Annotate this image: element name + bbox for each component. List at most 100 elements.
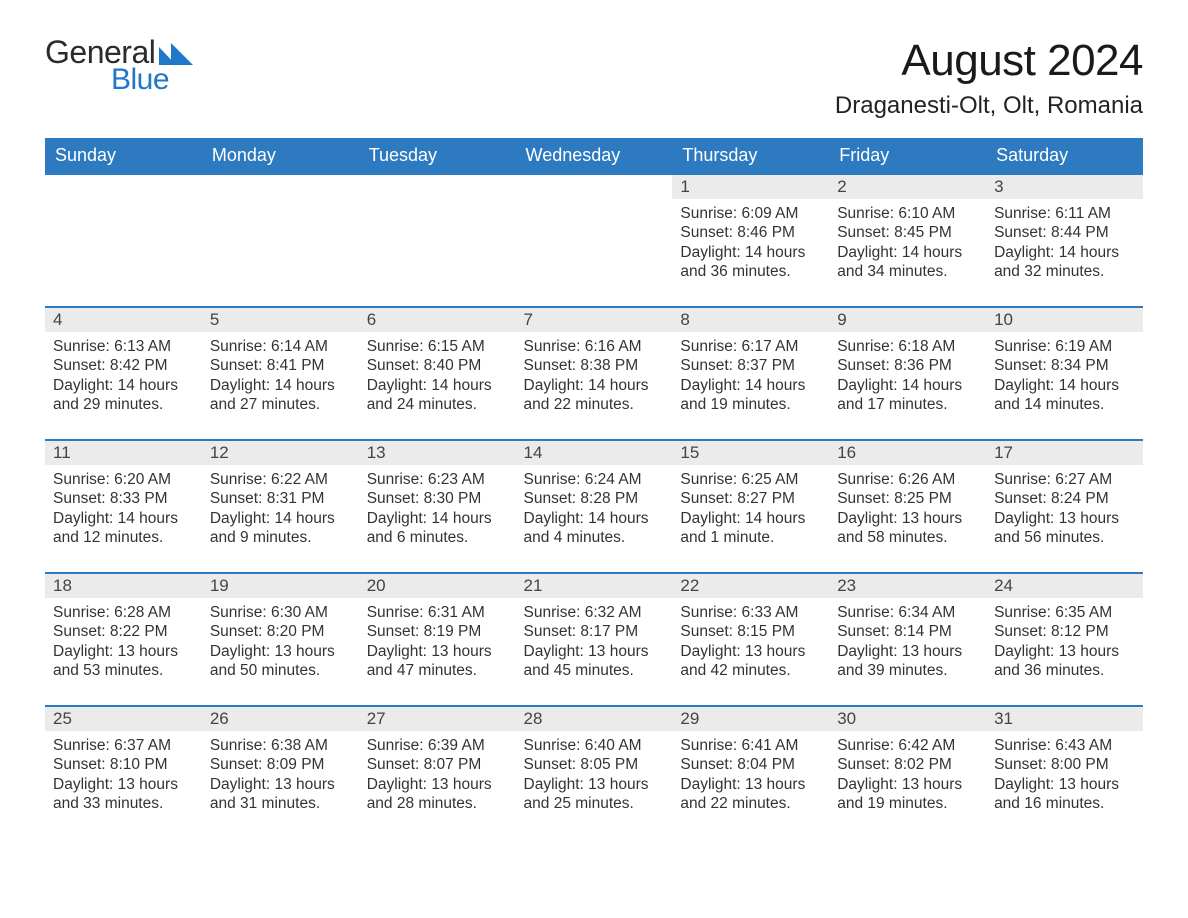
sunrise-line: Sunrise: 6:24 AM (524, 470, 665, 489)
daylight-line: Daylight: 13 hours and 53 minutes. (53, 642, 194, 681)
day-details: Sunrise: 6:38 AMSunset: 8:09 PMDaylight:… (202, 731, 359, 839)
sunset-prefix: Sunset: (680, 490, 737, 507)
day-details: Sunrise: 6:28 AMSunset: 8:22 PMDaylight:… (45, 598, 202, 706)
weekday-header: Saturday (986, 138, 1143, 174)
sunset-line: Sunset: 8:36 PM (837, 356, 978, 375)
logo-text-blue: Blue (111, 63, 169, 97)
daylight-line: Daylight: 13 hours and 16 minutes. (994, 775, 1135, 814)
sunrise-line: Sunrise: 6:33 AM (680, 603, 821, 622)
day-details: Sunrise: 6:10 AMSunset: 8:45 PMDaylight:… (829, 199, 986, 307)
empty-cell (45, 199, 202, 307)
empty-cell (202, 199, 359, 307)
sunset-value: 8:15 PM (737, 623, 795, 640)
sunrise-line: Sunrise: 6:17 AM (680, 337, 821, 356)
daylight-line: Daylight: 14 hours and 24 minutes. (367, 376, 508, 415)
daylight-line: Daylight: 13 hours and 28 minutes. (367, 775, 508, 814)
day-number: 18 (45, 573, 202, 598)
sunrise-prefix: Sunrise: (994, 471, 1055, 488)
sunrise-prefix: Sunrise: (680, 604, 741, 621)
sunset-line: Sunset: 8:00 PM (994, 755, 1135, 774)
sunset-value: 8:33 PM (110, 490, 168, 507)
day-details: Sunrise: 6:43 AMSunset: 8:00 PMDaylight:… (986, 731, 1143, 839)
title-block: August 2024 Draganesti-Olt, Olt, Romania (835, 36, 1143, 120)
sunrise-line: Sunrise: 6:35 AM (994, 603, 1135, 622)
day-details: Sunrise: 6:41 AMSunset: 8:04 PMDaylight:… (672, 731, 829, 839)
sunset-prefix: Sunset: (837, 490, 894, 507)
daylight-prefix: Daylight: (680, 244, 745, 261)
day-details: Sunrise: 6:33 AMSunset: 8:15 PM Daylight:… (672, 598, 829, 706)
sunrise-prefix: Sunrise: (367, 604, 428, 621)
sunset-value: 8:41 PM (267, 357, 325, 374)
daylight-prefix: Daylight: (680, 776, 745, 793)
day-details: Sunrise: 6:22 AMSunset: 8:31 PMDaylight:… (202, 465, 359, 573)
weekday-header: Tuesday (359, 138, 516, 174)
sunset-line: Sunset: 8:07 PM (367, 755, 508, 774)
sunrise-value: 6:39 AM (428, 737, 485, 754)
day-number: 22 (672, 573, 829, 598)
sunset-line: Sunset: 8:22 PM (53, 622, 194, 641)
sunrise-value: 6:14 AM (271, 338, 328, 355)
sunset-prefix: Sunset: (210, 357, 267, 374)
sunset-line: Sunset: 8:17 PM (524, 622, 665, 641)
sunset-value: 8:17 PM (580, 623, 638, 640)
sunrise-prefix: Sunrise: (837, 471, 898, 488)
sunrise-line: Sunrise: 6:27 AM (994, 470, 1135, 489)
sunrise-value: 6:25 AM (742, 471, 799, 488)
calendar-table: SundayMondayTuesdayWednesdayThursdayFrid… (45, 138, 1143, 839)
day-number: 30 (829, 706, 986, 731)
sunset-prefix: Sunset: (680, 224, 737, 241)
weekday-header: Monday (202, 138, 359, 174)
daylight-line: Daylight: 13 hours and 33 minutes. (53, 775, 194, 814)
daylight-line: Daylight: 13 hours and 58 minutes. (837, 509, 978, 548)
daylight-line: Daylight: 13 hours and 25 minutes. (524, 775, 665, 814)
daylight-prefix: Daylight: (524, 377, 589, 394)
page: General Blue August 2024 Draganesti-Olt,… (0, 0, 1188, 918)
sunset-prefix: Sunset: (837, 224, 894, 241)
day-number: 20 (359, 573, 516, 598)
sunset-value: 8:36 PM (894, 357, 952, 374)
sunset-value: 8:07 PM (424, 756, 482, 773)
sunset-prefix: Sunset: (53, 623, 110, 640)
day-number: 16 (829, 440, 986, 465)
sunset-prefix: Sunset: (524, 490, 581, 507)
day-details: Sunrise: 6:11 AMSunset: 8:44 PMDaylight:… (986, 199, 1143, 307)
empty-cell (45, 174, 202, 199)
sunset-line: Sunset: 8:42 PM (53, 356, 194, 375)
daylight-line: Daylight: 13 hours and 42 minutes. (680, 642, 821, 681)
sunset-line: Sunset: 8:12 PM (994, 622, 1135, 641)
day-number: 12 (202, 440, 359, 465)
daylight-prefix: Daylight: (53, 776, 118, 793)
sunset-line: Sunset: 8:41 PM (210, 356, 351, 375)
sunset-line: Sunset: 8:33 PM (53, 489, 194, 508)
sunset-value: 8:38 PM (580, 357, 638, 374)
sunset-prefix: Sunset: (210, 756, 267, 773)
sunset-prefix: Sunset: (680, 623, 737, 640)
sunrise-prefix: Sunrise: (53, 604, 114, 621)
day-number: 21 (516, 573, 673, 598)
day-details: Sunrise: 6:35 AMSunset: 8:12 PMDaylight:… (986, 598, 1143, 706)
sunset-prefix: Sunset: (524, 357, 581, 374)
daylight-line: Daylight: 13 hours and 36 minutes. (994, 642, 1135, 681)
daylight-prefix: Daylight: (837, 244, 902, 261)
daylight-prefix: Daylight: (680, 510, 745, 527)
sunset-line: Sunset: 8:24 PM (994, 489, 1135, 508)
location: Draganesti-Olt, Olt, Romania (835, 92, 1143, 120)
sunrise-prefix: Sunrise: (837, 338, 898, 355)
sunset-prefix: Sunset: (367, 490, 424, 507)
sunset-prefix: Sunset: (524, 623, 581, 640)
sunrise-value: 6:41 AM (742, 737, 799, 754)
sunset-value: 8:24 PM (1051, 490, 1109, 507)
sunset-prefix: Sunset: (994, 623, 1051, 640)
sunset-value: 8:00 PM (1051, 756, 1109, 773)
sunrise-prefix: Sunrise: (53, 471, 114, 488)
daylight-line: Daylight: 14 hours and 36 minutes. (680, 243, 821, 282)
day-details: Sunrise: 6:31 AMSunset: 8:19 PMDaylight:… (359, 598, 516, 706)
sunrise-line: Sunrise: 6:23 AM (367, 470, 508, 489)
sunset-prefix: Sunset: (837, 756, 894, 773)
day-number: 6 (359, 307, 516, 332)
sunset-prefix: Sunset: (210, 623, 267, 640)
day-number: 24 (986, 573, 1143, 598)
sunrise-line: Sunrise: 6:20 AM (53, 470, 194, 489)
sunset-line: Sunset: 8:44 PM (994, 223, 1135, 242)
daynum-row: 11121314151617 (45, 440, 1143, 465)
